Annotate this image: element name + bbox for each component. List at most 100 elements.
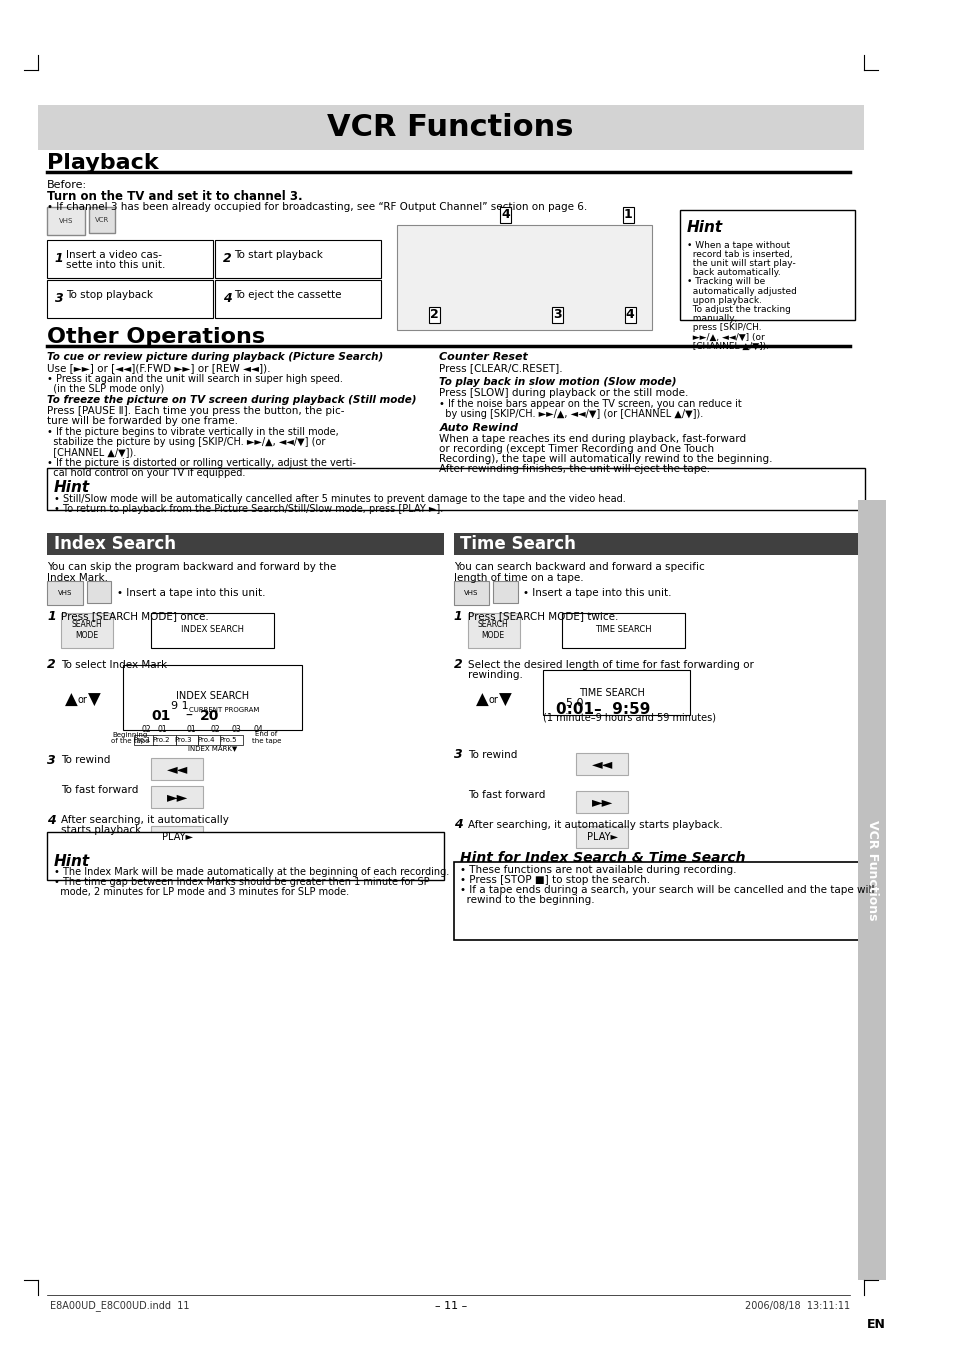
Text: ◄◄: ◄◄ [592, 757, 613, 771]
Text: 01: 01 [157, 725, 167, 735]
Bar [38, 105, 862, 150]
Text: ◄◄: ◄◄ [167, 762, 188, 775]
Text: SEARCH
MODE: SEARCH MODE [71, 620, 102, 640]
Text: automatically adjusted: automatically adjusted [686, 286, 796, 296]
Bar [220, 735, 243, 744]
Text: To fast forward: To fast forward [61, 785, 138, 794]
Text: stabilize the picture by using [SKIP/CH. ►►/▲, ◄◄/▼] (or: stabilize the picture by using [SKIP/CH.… [48, 436, 325, 447]
Text: 2: 2 [48, 658, 56, 671]
Text: TIME SEARCH: TIME SEARCH [595, 626, 651, 635]
Text: • Tracking will be: • Tracking will be [686, 277, 764, 286]
Text: Pro.2: Pro.2 [152, 738, 170, 743]
Text: by using [SKIP/CH. ►►/▲, ◄◄/▼] (or [CHANNEL ▲/▼]).: by using [SKIP/CH. ►►/▲, ◄◄/▼] (or [CHAN… [439, 409, 703, 419]
Text: Playback: Playback [48, 153, 159, 173]
Text: [CHANNEL ▲/▼]).: [CHANNEL ▲/▼]). [686, 342, 768, 351]
Text: 4: 4 [625, 308, 634, 322]
Text: • The time gap between Index Marks should be greater then 1 minute for SP: • The time gap between Index Marks shoul… [53, 877, 429, 888]
Bar [48, 280, 213, 317]
Text: 2006/08/18  13:11:11: 2006/08/18 13:11:11 [744, 1301, 849, 1310]
Text: ►►: ►► [167, 790, 188, 804]
Text: SEARCH
MODE: SEARCH MODE [477, 620, 508, 640]
Text: To start playback: To start playback [234, 250, 323, 259]
Text: PLAY►: PLAY► [587, 832, 618, 842]
Text: VHS: VHS [464, 590, 478, 596]
Text: • To return to playback from the Picture Search/Still/Slow mode, press [PLAY ►].: • To return to playback from the Picture… [53, 504, 442, 513]
Text: Pro.3: Pro.3 [174, 738, 192, 743]
Text: VHS: VHS [58, 590, 72, 596]
Text: or: or [77, 694, 87, 705]
Bar [151, 825, 203, 848]
Bar [576, 753, 628, 775]
Bar [215, 240, 380, 278]
Text: VCR Functions: VCR Functions [327, 112, 574, 142]
Text: • If the noise bars appear on the TV screen, you can reduce it: • If the noise bars appear on the TV scr… [439, 399, 741, 409]
Text: EN: EN [865, 1319, 884, 1332]
Text: Index Search: Index Search [53, 535, 175, 553]
Text: You can search backward and forward a specific: You can search backward and forward a sp… [453, 562, 703, 571]
Text: or: or [488, 694, 497, 705]
Text: Hint: Hint [53, 480, 90, 494]
Text: CURRENT PROGRAM: CURRENT PROGRAM [189, 707, 259, 713]
Bar [215, 280, 380, 317]
Text: Hint: Hint [686, 220, 722, 235]
Text: [CHANNEL ▲/▼]).: [CHANNEL ▲/▼]). [48, 447, 136, 457]
Text: VCR Functions: VCR Functions [864, 820, 878, 920]
Bar [453, 581, 489, 605]
Text: 3: 3 [54, 293, 64, 305]
Text: sette into this unit.: sette into this unit. [66, 259, 165, 270]
Text: Insert a video cas-: Insert a video cas- [66, 250, 162, 259]
Bar [152, 735, 175, 744]
Text: ►►: ►► [592, 794, 613, 809]
Text: TIME SEARCH: TIME SEARCH [578, 688, 644, 698]
Text: To play back in slow motion (Slow mode): To play back in slow motion (Slow mode) [439, 377, 677, 386]
Text: 01: 01 [151, 709, 171, 723]
Text: cal hold control on your TV if equipped.: cal hold control on your TV if equipped. [48, 467, 245, 478]
Text: (1 minute–9 hours and 59 minutes): (1 minute–9 hours and 59 minutes) [543, 713, 716, 723]
Text: INDEX MARK▼: INDEX MARK▼ [188, 744, 237, 751]
Text: 1: 1 [623, 208, 632, 222]
Text: INDEX SEARCH: INDEX SEARCH [176, 690, 249, 701]
Text: Pro.4: Pro.4 [197, 738, 214, 743]
Text: (in the SLP mode only): (in the SLP mode only) [48, 384, 164, 394]
Text: 3: 3 [553, 308, 561, 322]
Text: Pro.1: Pro.1 [132, 738, 151, 743]
Text: End of
the tape: End of the tape [252, 731, 281, 744]
Bar [151, 786, 203, 808]
Text: To adjust the tracking: To adjust the tracking [686, 305, 790, 313]
Text: Press [CLEAR/C.RESET].: Press [CLEAR/C.RESET]. [439, 363, 562, 373]
Text: ►►/▲, ◄◄/▼] (or: ►►/▲, ◄◄/▼] (or [686, 332, 764, 342]
Text: Press [PAUSE Ⅱ]. Each time you press the button, the pic-: Press [PAUSE Ⅱ]. Each time you press the… [48, 407, 344, 416]
Text: E8A00UD_E8C00UD.indd  11: E8A00UD_E8C00UD.indd 11 [50, 1301, 190, 1312]
Bar [198, 735, 221, 744]
Text: • If the picture is distorted or rolling vertically, adjust the verti-: • If the picture is distorted or rolling… [48, 458, 355, 467]
Text: Counter Reset: Counter Reset [439, 353, 528, 362]
Text: Press [SLOW] during playback or the still mode.: Press [SLOW] during playback or the stil… [439, 388, 688, 399]
Text: • These functions are not available during recording.: • These functions are not available duri… [459, 865, 736, 875]
Text: To rewind: To rewind [61, 755, 111, 765]
Text: Press [SEARCH MODE] twice.: Press [SEARCH MODE] twice. [467, 611, 618, 621]
Text: After rewinding finishes, the unit will eject the tape.: After rewinding finishes, the unit will … [439, 463, 710, 474]
Text: rewind to the beginning.: rewind to the beginning. [459, 894, 594, 905]
Bar [61, 613, 113, 648]
Bar [123, 665, 302, 730]
Bar [493, 581, 517, 603]
Bar [48, 467, 863, 509]
Bar [679, 209, 854, 320]
Bar [48, 581, 83, 605]
Text: PLAY►: PLAY► [162, 832, 193, 842]
Text: 3: 3 [453, 748, 462, 762]
Text: 1: 1 [54, 253, 64, 266]
Text: 2: 2 [223, 253, 232, 266]
Bar [396, 226, 651, 330]
Text: 02: 02 [211, 725, 220, 735]
Text: ▼: ▼ [88, 690, 101, 709]
Text: 03: 03 [232, 725, 241, 735]
Text: press [SKIP/CH.: press [SKIP/CH. [686, 323, 760, 332]
Text: 4: 4 [48, 813, 56, 827]
Text: VHS: VHS [59, 218, 73, 224]
Text: You can skip the program backward and forward by the: You can skip the program backward and fo… [48, 562, 336, 571]
Text: ▼: ▼ [498, 690, 512, 709]
Text: Auto Rewind: Auto Rewind [439, 423, 517, 434]
Text: Hint for Index Search & Time Search: Hint for Index Search & Time Search [459, 851, 745, 865]
Text: • Press it again and the unit will search in super high speed.: • Press it again and the unit will searc… [48, 374, 343, 384]
